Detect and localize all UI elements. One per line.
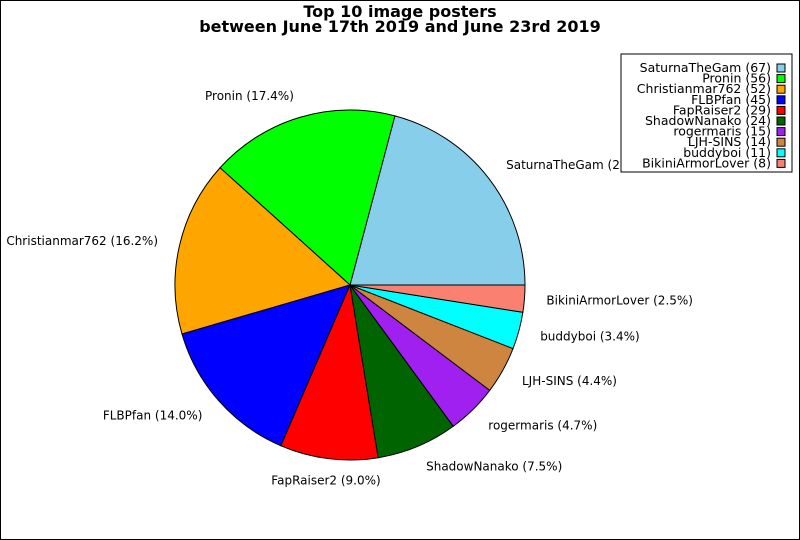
pie-slice-pronin	[219, 109, 396, 286]
pie-slice-flbpfan	[181, 284, 351, 447]
legend-swatch	[776, 74, 786, 84]
legend-swatch	[776, 116, 786, 126]
slice-label: Pronin (17.4%)	[205, 89, 294, 103]
slice-label: ShadowNanako (7.5%)	[426, 460, 562, 474]
pie-slices	[174, 109, 526, 461]
legend-box	[620, 53, 793, 173]
legend-swatch	[776, 84, 786, 94]
slice-label: rogermaris (4.7%)	[488, 418, 597, 432]
slice-label: SaturnaTheGam (20.8%)	[506, 158, 655, 172]
legend-entry-label: FapRaiser2 (29)	[673, 102, 771, 117]
pie-slice-christianmar762	[174, 167, 352, 335]
pie-slice-bikiniarmorlover	[349, 284, 526, 313]
legend-entry-label: Pronin (56)	[702, 71, 771, 86]
legend-entry-label: ShadowNanako (24)	[645, 113, 771, 128]
legend-swatch	[776, 158, 786, 168]
legend-entry-label: rogermaris (15)	[673, 124, 771, 139]
slice-label: BikiniArmorLover (2.5%)	[546, 293, 693, 307]
pie-slice-saturnathegam	[349, 115, 526, 286]
slice-label: FapRaiser2 (9.0%)	[271, 474, 380, 488]
slice-label: buddyboi (3.4%)	[540, 330, 640, 344]
slice-label: FLBPfan (14.0%)	[103, 409, 203, 423]
legend-entry-label: FLBPfan (45)	[691, 92, 771, 107]
legend-swatch	[776, 137, 786, 147]
legend-swatch	[776, 95, 786, 105]
slice-label: Christianmar762 (16.2%)	[6, 234, 158, 248]
legend: SaturnaTheGam (67)Pronin (56)Christianma…	[620, 53, 793, 173]
legend-entry-label: BikiniArmorLover (8)	[642, 155, 771, 170]
slice-labels: SaturnaTheGam (20.8%) Pronin (17.4%) Chris…	[6, 89, 693, 487]
slice-label: LJH-SINS (4.4%)	[522, 374, 617, 388]
legend-swatch	[776, 63, 786, 73]
chart-title: Top 10 image posters	[303, 2, 496, 21]
legend-entry-label: LJH-SINS (14)	[688, 134, 771, 149]
legend-entry-label: Christianmar762 (52)	[637, 81, 771, 96]
legend-swatch	[776, 148, 786, 158]
legend-swatch	[776, 127, 786, 137]
chart-subtitle: between June 17th 2019 and June 23rd 201…	[199, 17, 601, 36]
legend-swatch	[776, 105, 786, 115]
legend-entry-label: SaturnaTheGam (67)	[640, 60, 771, 75]
legend-entry-label: buddyboi (11)	[683, 145, 771, 160]
pie-slice-fapraiser2	[280, 283, 379, 461]
